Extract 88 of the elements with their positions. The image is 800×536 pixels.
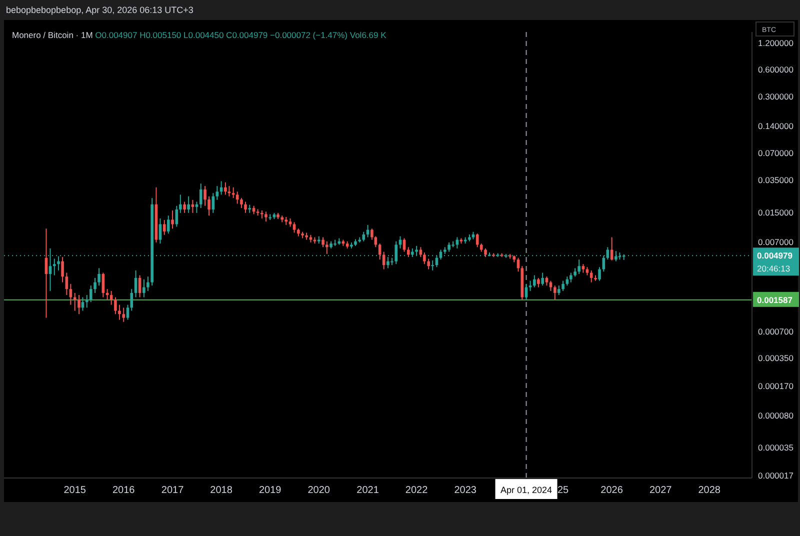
candlestick xyxy=(162,219,166,236)
text: 20:46:13 xyxy=(757,264,790,274)
candlestick xyxy=(382,251,386,270)
candlestick xyxy=(553,285,556,300)
candlestick xyxy=(183,201,186,214)
candlestick xyxy=(244,201,247,214)
candlestick xyxy=(166,215,170,234)
candlestick xyxy=(212,192,215,214)
candlestick xyxy=(598,266,601,282)
candlestick xyxy=(224,182,227,196)
chart-subtitle: O0.004907 H0.005150 L0.004450 C0.004979 −0.000072 (−1.47%) Vol6.69 K xyxy=(95,30,387,40)
candlestick xyxy=(325,240,328,254)
candlestick xyxy=(89,285,92,303)
candlestick xyxy=(541,272,544,286)
candlestick xyxy=(57,256,60,271)
candlestick xyxy=(557,285,560,296)
x-tick-label: 2015 xyxy=(64,485,86,496)
x-tick-label: 2016 xyxy=(112,485,136,496)
y-tick-label: 0.300000 xyxy=(758,92,794,102)
candlestick xyxy=(407,246,410,258)
candlestick xyxy=(427,258,430,270)
candlestick xyxy=(179,194,182,214)
y-tick-label: 0.600000 xyxy=(758,64,794,75)
chart-title: Monero / Bitcoin · 1M xyxy=(12,30,96,40)
candlestick xyxy=(322,236,324,248)
candlestick xyxy=(578,259,580,274)
y-tick-label: 0.000700 xyxy=(758,326,794,336)
candlestick xyxy=(187,196,190,214)
candlestick xyxy=(528,280,532,292)
y-tick-label: 0.007000 xyxy=(758,237,794,248)
candlestick xyxy=(448,242,450,252)
candlestick xyxy=(118,304,121,320)
x-tick-label: 2023 xyxy=(454,485,477,496)
candlestick xyxy=(52,258,56,276)
y-tick-label: 0.035000 xyxy=(758,174,794,185)
y-tick-label: 0.000017 xyxy=(758,470,794,480)
y-tick-label: 0.015000 xyxy=(758,208,794,218)
candlestick xyxy=(610,236,614,261)
x-tick-label: 2028 xyxy=(698,485,721,496)
candlestick xyxy=(85,294,88,308)
candlestick xyxy=(431,260,434,271)
candlestick xyxy=(240,198,243,209)
x-tick-label: 2018 xyxy=(210,485,233,496)
candlestick xyxy=(292,222,296,234)
candlestick xyxy=(199,183,202,209)
candlestick xyxy=(562,280,564,292)
candlestick xyxy=(94,277,96,294)
text: bebopbebopbebop, Apr 30, 2026 06:13 UTC+3 xyxy=(6,5,194,15)
x-tick-label: 2020 xyxy=(308,485,330,496)
candlestick xyxy=(78,294,80,315)
ref-line-label: 0.001587 xyxy=(757,294,793,305)
candlestick xyxy=(122,307,126,322)
candlestick xyxy=(171,210,174,230)
candlestick xyxy=(537,277,540,288)
candlestick xyxy=(208,196,210,216)
candlestick xyxy=(204,186,206,206)
x-tick-label: 2021 xyxy=(356,485,380,496)
candlestick xyxy=(264,211,268,222)
y-tick-label: 0.070000 xyxy=(758,148,794,158)
candlestick xyxy=(362,231,366,242)
x-tick-label: 2027 xyxy=(649,485,672,496)
y-tick-label: 1.200000 xyxy=(758,38,794,48)
candlestick xyxy=(533,274,536,288)
x-tick-label: 2017 xyxy=(161,485,184,496)
candlestick xyxy=(142,278,146,298)
candlestick xyxy=(146,276,150,292)
x-tick-label: 2019 xyxy=(258,485,282,496)
x-tick-label: 2022 xyxy=(405,485,428,496)
candlestick xyxy=(590,270,593,283)
candlestick xyxy=(216,186,219,200)
y-tick-label: 0.140000 xyxy=(758,121,794,132)
candlestick xyxy=(69,283,72,306)
ref-line-label: Apr 01, 2024 xyxy=(500,485,552,495)
candlestick xyxy=(236,191,239,204)
x-tick-label: 2026 xyxy=(600,485,624,496)
y-tick-label: 0.000035 xyxy=(758,442,794,452)
ref-line-label: 0.004979 xyxy=(757,250,793,261)
y-tick-label: 0.000080 xyxy=(758,410,794,420)
y-tick-label: 0.000350 xyxy=(758,353,794,364)
candlestick xyxy=(61,256,64,283)
x-tick-label: 25 xyxy=(557,485,570,496)
candlestick xyxy=(423,252,426,265)
y-tick-label: 0.000170 xyxy=(758,381,794,392)
candlestick xyxy=(570,272,572,283)
candlestick xyxy=(98,268,100,286)
candlestick xyxy=(114,296,117,315)
candlestick xyxy=(158,218,162,244)
candlestick xyxy=(476,233,479,248)
